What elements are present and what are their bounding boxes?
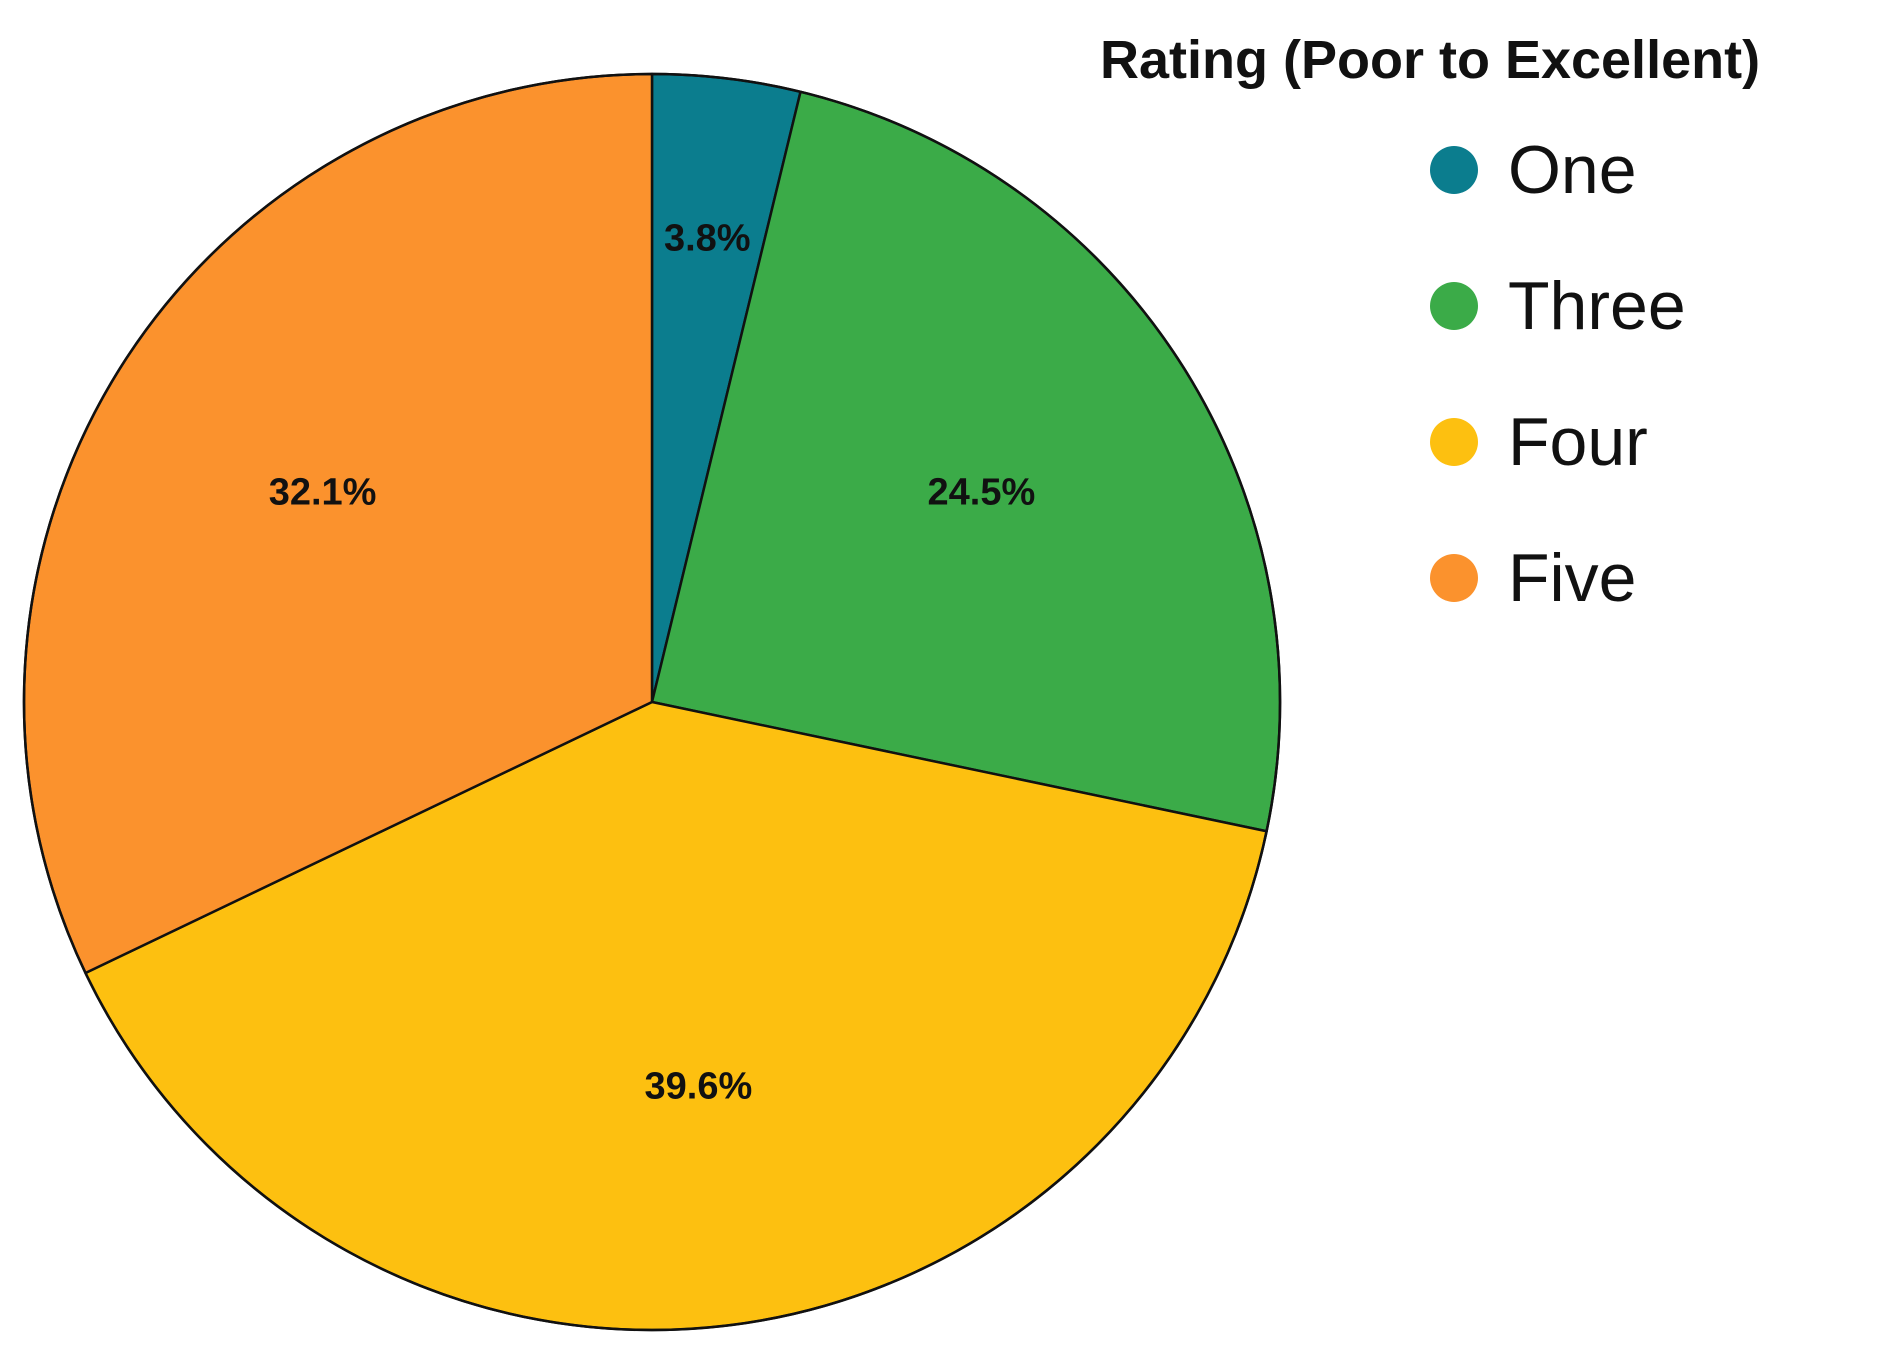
pie-outline (22, 72, 1282, 1332)
legend-label-five: Five (1508, 540, 1637, 616)
legend: Rating (Poor to Excellent) One Three Fou… (1100, 28, 1880, 646)
legend-swatch-one (1430, 146, 1478, 194)
pie-slices (22, 72, 1282, 1332)
pie-label-one: 3.8% (664, 218, 751, 260)
legend-item-three: Three (1430, 238, 1880, 374)
legend-label-one: One (1508, 132, 1637, 208)
legend-label-four: Four (1508, 404, 1648, 480)
legend-swatch-four (1430, 418, 1478, 466)
legend-item-one: One (1430, 102, 1880, 238)
pie-labels: 3.8% 24.5% 39.6% 32.1% (269, 218, 1036, 1108)
legend-title: Rating (Poor to Excellent) (1100, 30, 1761, 90)
legend-item-four: Four (1430, 374, 1880, 510)
legend-swatch-three (1430, 282, 1478, 330)
pie-label-five: 32.1% (269, 471, 377, 513)
legend-items: One Three Four Five (1100, 102, 1880, 646)
pie-label-three: 24.5% (928, 471, 1036, 513)
legend-label-three: Three (1508, 268, 1686, 344)
pie-label-four: 39.6% (645, 1066, 753, 1108)
legend-swatch-five (1430, 554, 1478, 602)
legend-item-five: Five (1430, 510, 1880, 646)
